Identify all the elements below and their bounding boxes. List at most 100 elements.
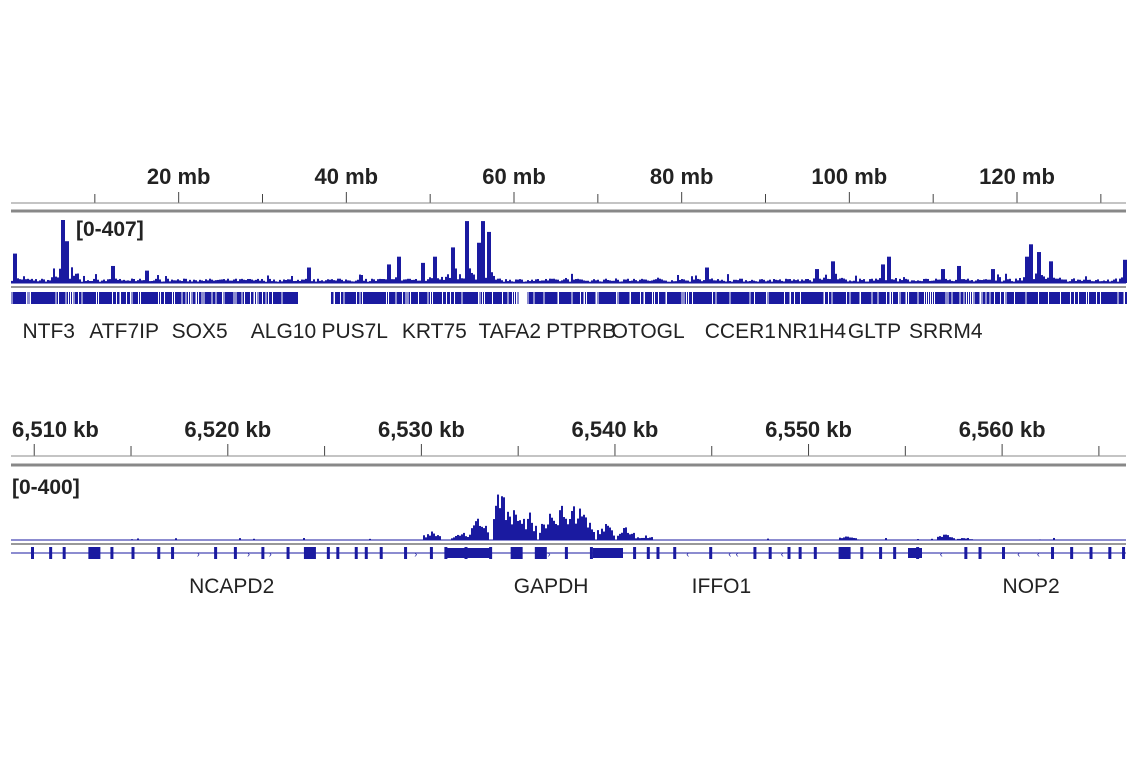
signal-bar: [549, 513, 551, 540]
signal-bar: [1037, 252, 1039, 283]
gene-feature: [481, 292, 482, 304]
gene-feature: [503, 292, 505, 304]
exon: [171, 547, 175, 559]
gene-feature: [661, 292, 663, 304]
signal-bar: [307, 267, 309, 283]
signal-bar: [715, 280, 717, 283]
exon: [879, 547, 883, 559]
gene-feature: [845, 292, 846, 304]
signal-bar: [481, 221, 483, 283]
signal-bar: [199, 279, 201, 283]
gene-feature: [671, 292, 673, 304]
signal-bar: [675, 281, 677, 283]
signal-bar: [965, 538, 967, 540]
signal-bar: [257, 278, 259, 283]
gene-feature: [505, 292, 507, 304]
signal-bar: [551, 278, 553, 283]
gene-feature: [907, 292, 908, 304]
gene-feature: [949, 292, 951, 304]
gene-feature: [387, 292, 388, 304]
gene-feature: [651, 292, 652, 304]
signal-bar: [841, 277, 843, 283]
signal-bar: [201, 280, 203, 283]
signal-bar: [681, 279, 683, 283]
signal-bar: [59, 268, 61, 283]
signal-bar: [47, 279, 49, 283]
gene-feature: [507, 292, 509, 304]
signal-bar: [329, 279, 331, 283]
signal-bar: [663, 280, 665, 283]
signal-bar: [803, 280, 805, 283]
signal-bar: [353, 281, 355, 283]
gene-feature: [919, 292, 921, 304]
signal-bar: [817, 269, 819, 283]
gene-feature: [873, 292, 875, 304]
signal-bar: [549, 278, 551, 283]
exon: [768, 547, 772, 559]
signal-bar: [531, 522, 533, 540]
gene-feature: [135, 292, 137, 304]
exon: [336, 547, 340, 559]
gene-feature: [555, 292, 557, 304]
signal-bar: [357, 279, 359, 283]
signal-bar: [185, 278, 187, 283]
gene-feature: [917, 292, 919, 304]
gene-feature: [159, 292, 160, 304]
signal-bar: [471, 272, 473, 283]
gene-feature: [463, 292, 465, 304]
gene-feature: [553, 292, 555, 304]
gene-feature: [997, 292, 999, 304]
exon: [787, 547, 791, 559]
signal-bar: [1023, 277, 1025, 283]
gene-feature: [39, 292, 41, 304]
signal-bar: [1059, 277, 1061, 283]
gene-feature: [647, 292, 649, 304]
signal-bar: [1077, 279, 1079, 283]
signal-bar: [561, 505, 563, 540]
strand-arrow-icon: ‹: [1017, 549, 1020, 559]
signal-bar: [1099, 281, 1101, 283]
signal-bar: [377, 279, 379, 283]
gene-feature: [985, 292, 987, 304]
signal-bar: [1113, 279, 1115, 283]
gene-feature: [451, 292, 453, 304]
gene-feature: [585, 292, 586, 304]
signal-bar: [15, 253, 17, 283]
signal-bar: [139, 278, 141, 283]
signal-bar: [829, 279, 831, 283]
signal-bar: [447, 274, 449, 283]
signal-bar: [761, 279, 763, 283]
signal-bar: [165, 276, 167, 283]
signal-bar: [1055, 278, 1057, 283]
gene-feature: [403, 292, 405, 304]
gene-feature: [389, 292, 391, 304]
signal-bar: [883, 264, 885, 283]
signal-bar: [475, 521, 477, 540]
gene-feature: [619, 292, 621, 304]
signal-bar: [647, 280, 649, 283]
gene-feature: [783, 292, 784, 304]
gene-feature: [61, 292, 63, 304]
signal-bar: [375, 280, 377, 283]
tick-label: 40 mb: [315, 164, 379, 189]
signal-bar: [453, 537, 455, 540]
gene-feature: [801, 292, 803, 304]
gene-feature: [599, 292, 601, 304]
signal-bar: [145, 270, 147, 283]
signal-bar: [151, 280, 153, 283]
gene-feature: [1099, 292, 1100, 304]
signal-bar: [995, 280, 997, 283]
signal-bar: [953, 281, 955, 283]
gene-feature: [475, 292, 477, 304]
gene-feature: [883, 292, 885, 304]
signal-bar: [233, 279, 235, 283]
signal-bar: [245, 280, 247, 283]
signal-bar: [1013, 281, 1015, 283]
signal-bar: [973, 281, 975, 283]
gene-feature: [659, 292, 661, 304]
signal-bar: [635, 280, 637, 283]
gene-feature: [537, 292, 539, 304]
gene-feature: [721, 292, 723, 304]
signal-bar: [17, 278, 19, 283]
signal-bar: [13, 253, 15, 283]
